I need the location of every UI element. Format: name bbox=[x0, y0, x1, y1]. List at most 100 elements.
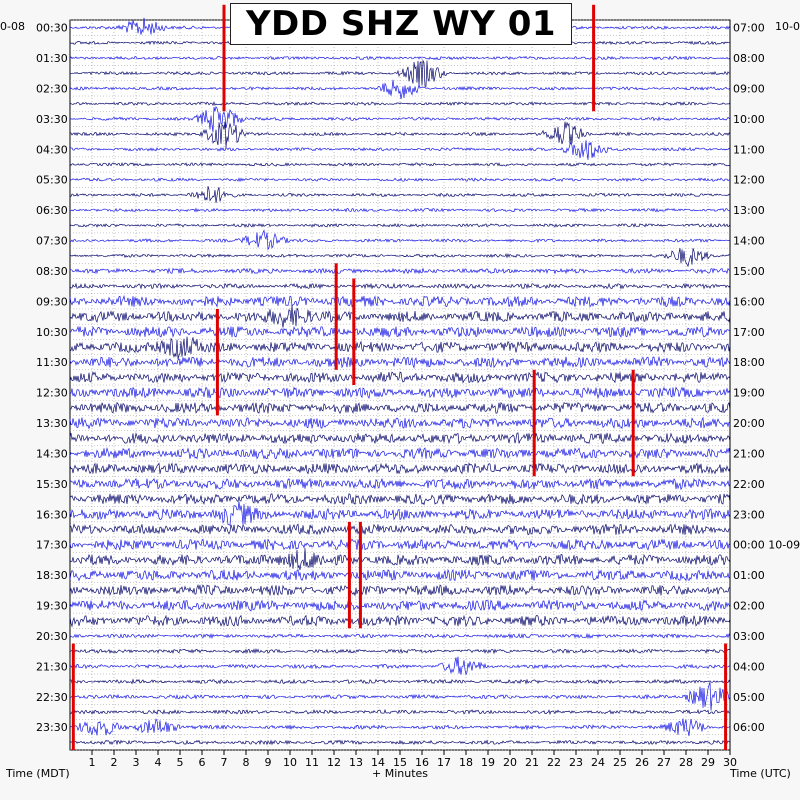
x-tick-label: 27 bbox=[657, 756, 671, 769]
x-tick-label: 3 bbox=[133, 756, 140, 769]
left-hour-label: 11:30 bbox=[36, 356, 68, 369]
left-hour-label: 14:30 bbox=[36, 447, 68, 460]
seismic-trace bbox=[69, 493, 731, 506]
x-tick-label: 26 bbox=[635, 756, 649, 769]
left-hour-label: 09:30 bbox=[36, 295, 68, 308]
seismic-trace bbox=[69, 632, 731, 640]
left-hour-label: 12:30 bbox=[36, 387, 68, 400]
seismic-trace bbox=[69, 325, 731, 338]
x-axis-label: + Minutes bbox=[372, 767, 429, 780]
right-hour-label: 19:00 bbox=[733, 387, 765, 400]
seismic-trace bbox=[69, 282, 731, 290]
seismic-trace bbox=[69, 101, 731, 107]
right-hour-label: 23:00 bbox=[733, 508, 765, 521]
seismic-trace bbox=[69, 386, 731, 399]
left-hour-label: 08:30 bbox=[36, 265, 68, 278]
right-hour-label: 16:00 bbox=[733, 295, 765, 308]
seismic-trace bbox=[69, 294, 731, 308]
event-marker bbox=[631, 369, 635, 477]
seismic-trace bbox=[69, 55, 731, 61]
seismic-trace bbox=[69, 106, 731, 133]
x-tick-label: 17 bbox=[437, 756, 451, 769]
right-hour-label: 02:00 bbox=[733, 600, 765, 613]
seismic-trace bbox=[69, 79, 731, 100]
seismic-trace bbox=[69, 371, 731, 384]
x-tick-label: 20 bbox=[503, 756, 517, 769]
seismic-traces bbox=[69, 17, 731, 746]
left-hour-label: 20:30 bbox=[36, 630, 68, 643]
seismic-trace bbox=[69, 462, 731, 475]
seismic-trace bbox=[69, 267, 731, 275]
event-marker bbox=[724, 643, 728, 750]
seismic-trace bbox=[69, 140, 731, 160]
seismic-trace bbox=[69, 568, 731, 582]
seismic-trace bbox=[69, 718, 731, 737]
seismic-trace bbox=[69, 248, 731, 268]
event-marker bbox=[352, 278, 356, 385]
grid bbox=[70, 19, 730, 751]
left-hour-label: 05:30 bbox=[36, 174, 68, 187]
right-hour-label: 04:00 bbox=[733, 660, 765, 673]
right-hour-label: 00:00 10-09 bbox=[733, 539, 800, 552]
station-title: YDD SHZ WY 01 bbox=[230, 3, 572, 45]
right-hour-label: 07:00 bbox=[733, 22, 765, 35]
event-marker bbox=[334, 263, 338, 370]
left-hour-label: 16:30 bbox=[36, 508, 68, 521]
right-hour-label: 20:00 bbox=[733, 417, 765, 430]
seismic-trace bbox=[69, 523, 731, 536]
seismic-trace bbox=[69, 648, 731, 655]
right-hour-label: 22:00 bbox=[733, 478, 765, 491]
seismic-trace bbox=[69, 599, 731, 612]
seismic-trace bbox=[69, 678, 731, 685]
x-tick-label: 22 bbox=[547, 756, 561, 769]
right-hour-label: 21:00 bbox=[733, 447, 765, 460]
left-hour-label: 10:30 bbox=[36, 326, 68, 339]
event-marker bbox=[592, 4, 596, 112]
seismic-trace bbox=[69, 229, 731, 251]
left-hour-label: 01:30 bbox=[36, 52, 68, 65]
event-marker bbox=[532, 369, 536, 477]
x-tick-label: 2 bbox=[111, 756, 118, 769]
event-marker bbox=[358, 521, 362, 629]
x-tick-label: 24 bbox=[591, 756, 605, 769]
seismic-trace bbox=[69, 432, 731, 445]
seismic-trace bbox=[69, 681, 731, 711]
x-tick-label: 21 bbox=[525, 756, 539, 769]
right-hour-label: 11:00 bbox=[733, 143, 765, 156]
left-hour-label: 13:30 bbox=[36, 417, 68, 430]
seismic-trace bbox=[69, 501, 731, 526]
x-tick-label: 11 bbox=[305, 756, 319, 769]
right-hour-label: 09:00 bbox=[733, 82, 765, 95]
x-tick-label: 8 bbox=[243, 756, 250, 769]
start-date-left: 0-08 bbox=[0, 20, 25, 33]
x-tick-label: 25 bbox=[613, 756, 627, 769]
seismic-trace bbox=[69, 708, 731, 715]
x-tick-label: 29 bbox=[701, 756, 715, 769]
x-tick-label: 1 bbox=[89, 756, 96, 769]
x-tick-label: 16 bbox=[415, 756, 429, 769]
event-marker bbox=[215, 308, 219, 416]
seismic-trace bbox=[70, 59, 731, 87]
left-hour-label: 00:30 bbox=[36, 22, 68, 35]
x-tick-label: 14 bbox=[371, 756, 385, 769]
seismic-trace bbox=[69, 401, 731, 415]
left-hour-label: 23:30 bbox=[36, 721, 68, 734]
x-tick-label: 6 bbox=[199, 756, 206, 769]
right-hour-label: 18:00 bbox=[733, 356, 765, 369]
right-hour-label: 03:00 bbox=[733, 630, 765, 643]
event-marker bbox=[71, 643, 75, 750]
left-hour-label: 04:30 bbox=[36, 143, 68, 156]
x-tick-label: 23 bbox=[569, 756, 583, 769]
left-hour-label: 19:30 bbox=[36, 600, 68, 613]
right-hour-label: 12:00 bbox=[733, 174, 765, 187]
seismic-trace bbox=[69, 548, 731, 571]
x-tick-label: 19 bbox=[481, 756, 495, 769]
seismic-trace bbox=[69, 222, 731, 228]
x-axis-ticks: 1 2 3 4 5 6 7 8 9 10 11 12 13 14 15 16 17 18 19 20 21 22 23 24 2… bbox=[89, 750, 737, 769]
seismic-trace bbox=[69, 477, 731, 491]
seismic-trace bbox=[69, 614, 731, 628]
seismic-trace bbox=[69, 446, 731, 460]
seismic-trace bbox=[69, 121, 731, 148]
seismic-trace bbox=[69, 186, 731, 203]
seismic-trace bbox=[69, 336, 731, 360]
